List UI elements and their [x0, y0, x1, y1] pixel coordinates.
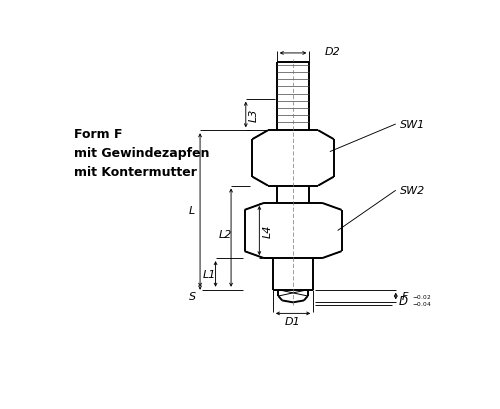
- Text: mit Gewindezapfen: mit Gewindezapfen: [74, 146, 210, 160]
- Text: Form F: Form F: [74, 128, 122, 141]
- Text: SW2: SW2: [400, 186, 425, 196]
- Text: D2: D2: [325, 47, 340, 57]
- Text: mit Kontermutter: mit Kontermutter: [74, 165, 197, 178]
- Text: $D$: $D$: [398, 294, 408, 308]
- Text: $^{-0.02}$: $^{-0.02}$: [412, 293, 432, 302]
- Text: L4: L4: [262, 224, 272, 238]
- Text: SW1: SW1: [400, 120, 425, 130]
- Text: L2: L2: [218, 230, 232, 240]
- Text: D1: D1: [285, 317, 301, 326]
- Text: L1: L1: [203, 269, 216, 279]
- Text: S: S: [189, 291, 196, 301]
- Text: F: F: [402, 291, 408, 301]
- Text: L3: L3: [249, 108, 259, 122]
- Text: $_{-0.04}$: $_{-0.04}$: [412, 300, 432, 309]
- Text: L: L: [189, 205, 196, 216]
